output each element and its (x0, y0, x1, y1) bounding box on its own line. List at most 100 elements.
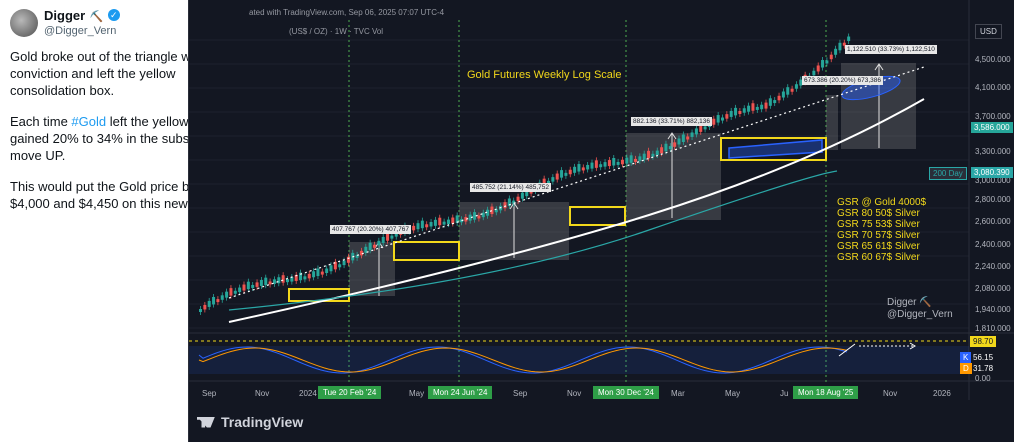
d-value: 31.78 (973, 364, 994, 373)
candle-body (520, 192, 524, 199)
candle-body (738, 110, 742, 114)
candle-body (468, 214, 472, 221)
candle-body (216, 299, 220, 303)
x-tick: May (725, 389, 741, 398)
candle-body (225, 291, 229, 298)
candle-body (512, 200, 516, 204)
candle-body (603, 162, 607, 167)
candle-body (355, 254, 359, 258)
candle-body (838, 42, 842, 51)
candle-body (638, 156, 642, 161)
pickaxe-emoji: ⛏️ (89, 10, 104, 23)
hashtag-gold-link[interactable]: #Gold (71, 114, 107, 129)
ma-value-tag: 3,080.390 (971, 167, 1013, 178)
candle-body (681, 134, 685, 143)
candle-body (199, 309, 202, 312)
x-tick: 2026 (933, 389, 951, 398)
candle-body (373, 244, 376, 248)
avatar[interactable] (10, 9, 38, 37)
candle-body (703, 126, 707, 130)
candle-body (442, 221, 446, 225)
candle-body (812, 70, 816, 76)
candle-body (464, 217, 468, 222)
candle-body (616, 161, 620, 165)
stoch-d-line (198, 347, 848, 373)
author-handle[interactable]: @Digger_Vern (44, 24, 117, 37)
candle-body (834, 48, 838, 55)
k-label: K (960, 352, 972, 363)
candle-body (564, 172, 568, 176)
k-value: 56.15 (973, 353, 994, 362)
candle-body (277, 277, 281, 284)
candle-body (568, 169, 572, 175)
candle-body (790, 88, 794, 92)
candle-body (346, 256, 350, 263)
candle-body (516, 196, 520, 202)
chart-canvas (189, 0, 1014, 400)
author-names: Digger ⛏️ ✓ @Digger_Vern (44, 7, 206, 38)
consolidation-box (288, 288, 350, 302)
candle-body (433, 219, 437, 226)
candle-body (651, 153, 655, 157)
y-tick: 3,300.000 (975, 147, 1011, 156)
tradingview-logo[interactable]: TradingView (197, 414, 303, 430)
date-tag-3: Mon 30 Dec '24 (593, 386, 659, 399)
candle-body (634, 158, 637, 162)
candle-body (620, 159, 624, 165)
candle-body (525, 188, 529, 197)
y-tick: 2,240.000 (975, 262, 1011, 271)
tweet-text: Gold broke out of the triangle with conv… (10, 48, 242, 212)
y-tick: 1,810.000 (975, 324, 1011, 333)
gain-arrow-head (874, 63, 884, 71)
candle-body (416, 223, 420, 230)
candle-body (742, 108, 746, 113)
candle-body (825, 60, 829, 64)
y-tick: 3,700.000 (975, 112, 1011, 121)
gsr-annotation: GSR @ Gold 4000$ GSR 80 50$ Silver GSR 7… (837, 197, 927, 263)
candle-body (255, 282, 259, 287)
candle-body (329, 265, 333, 272)
upper-trendline (228, 66, 925, 299)
candle-body (238, 287, 242, 293)
gain-label-1: 407.767 (20.20%) 407,767 (330, 225, 411, 234)
measure-box (626, 133, 721, 220)
candle-body (629, 155, 633, 163)
candle-body (233, 290, 237, 294)
candle-body (690, 132, 694, 137)
candle-body (821, 60, 825, 68)
candle-body (390, 235, 394, 239)
candle-body (607, 160, 611, 167)
candle-body (581, 167, 585, 171)
candle-body (799, 79, 803, 86)
indicator-zero: 0.00 (975, 374, 991, 383)
candle-body (251, 284, 255, 288)
candle-body (786, 87, 790, 95)
ma-label: 200 Day (929, 167, 967, 180)
candle-body (299, 272, 303, 281)
y-tick: 2,400.000 (975, 240, 1011, 249)
indicator-level-tag: 98.70 (970, 336, 997, 347)
candle-body (764, 102, 768, 109)
x-tick: Mar (671, 389, 685, 398)
x-tick: Nov (255, 389, 270, 398)
candle-body (364, 246, 368, 253)
currency-button[interactable]: USD (975, 24, 1002, 39)
tradingview-chart[interactable]: ated with TradingView.com, Sep 06, 2025 … (188, 0, 1014, 442)
candle-body (494, 209, 498, 213)
candle-body (312, 271, 316, 278)
gain-arrow-head (667, 132, 677, 140)
chart-title: Gold Futures Weekly Log Scale (467, 69, 622, 81)
candle-body (599, 164, 603, 168)
candle-body (455, 215, 459, 223)
display-name[interactable]: Digger (44, 7, 86, 23)
candle-body (529, 190, 533, 194)
candle-body (503, 202, 507, 209)
moving-average-line (228, 170, 838, 311)
candle-body (381, 236, 385, 243)
candle-body (647, 150, 651, 159)
candle-body (325, 268, 329, 274)
gain-label-2: 485.752 (21.14%) 485,752 (470, 183, 551, 192)
last-price-tag: 3,586.000 (971, 122, 1013, 133)
candle-body (490, 206, 494, 215)
